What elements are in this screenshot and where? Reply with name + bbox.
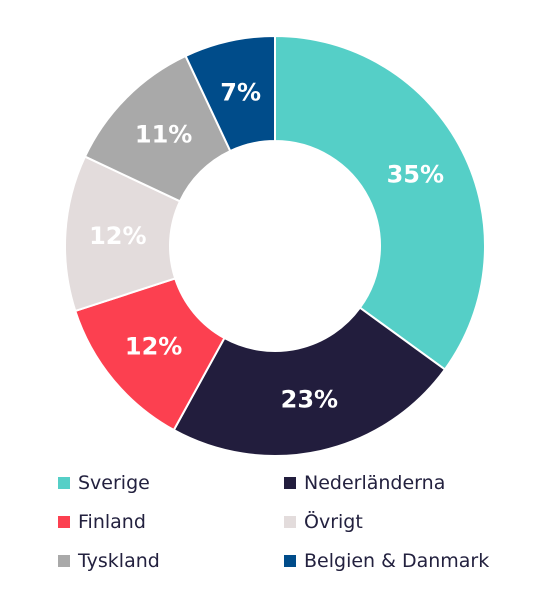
- legend-label-tyskland: Tyskland: [78, 550, 160, 572]
- legend-label-nederlanderna: Nederländerna: [304, 472, 446, 494]
- data-label-belgien-danmark: 7%: [220, 78, 261, 106]
- legend-label-sverige: Sverige: [78, 472, 150, 494]
- legend-swatch-nederlanderna: [284, 477, 296, 489]
- legend-item-tyskland: Tyskland: [58, 548, 284, 574]
- data-label-nederlanderna: 23%: [281, 386, 338, 414]
- slice-nederlanderna: [172, 306, 447, 457]
- data-label-finland: 12%: [125, 332, 182, 360]
- slice-belgien-danmark: [184, 34, 276, 153]
- donut-chart: 35% 23% 12% 12% 11% 7%: [64, 34, 486, 457]
- donut-data-labels: 35% 23% 12% 12% 11% 7%: [89, 78, 444, 413]
- donut-slices: [64, 34, 486, 457]
- legend-item-ovrigt: Övrigt: [284, 509, 524, 535]
- legend-swatch-ovrigt: [284, 516, 296, 528]
- legend-swatch-belgien-danmark: [284, 555, 296, 567]
- legend-item-sverige: Sverige: [58, 470, 284, 496]
- legend-label-belgien-danmark: Belgien & Danmark: [304, 550, 490, 572]
- legend-swatch-sverige: [58, 477, 70, 489]
- legend-label-finland: Finland: [78, 511, 146, 533]
- legend-swatch-finland: [58, 516, 70, 528]
- chart-legend: Sverige Nederländerna Finland Övrigt Tys…: [58, 470, 538, 574]
- data-label-sverige: 35%: [387, 160, 444, 188]
- donut-chart-svg: 35% 23% 12% 12% 11% 7%: [64, 34, 486, 457]
- data-label-tyskland: 11%: [135, 121, 192, 149]
- data-label-ovrigt: 12%: [89, 222, 146, 250]
- legend-swatch-tyskland: [58, 555, 70, 567]
- legend-item-belgien-danmark: Belgien & Danmark: [284, 548, 524, 574]
- legend-item-finland: Finland: [58, 509, 284, 535]
- slice-sverige: [274, 34, 486, 371]
- legend-label-ovrigt: Övrigt: [304, 511, 363, 533]
- legend-item-nederlanderna: Nederländerna: [284, 470, 524, 496]
